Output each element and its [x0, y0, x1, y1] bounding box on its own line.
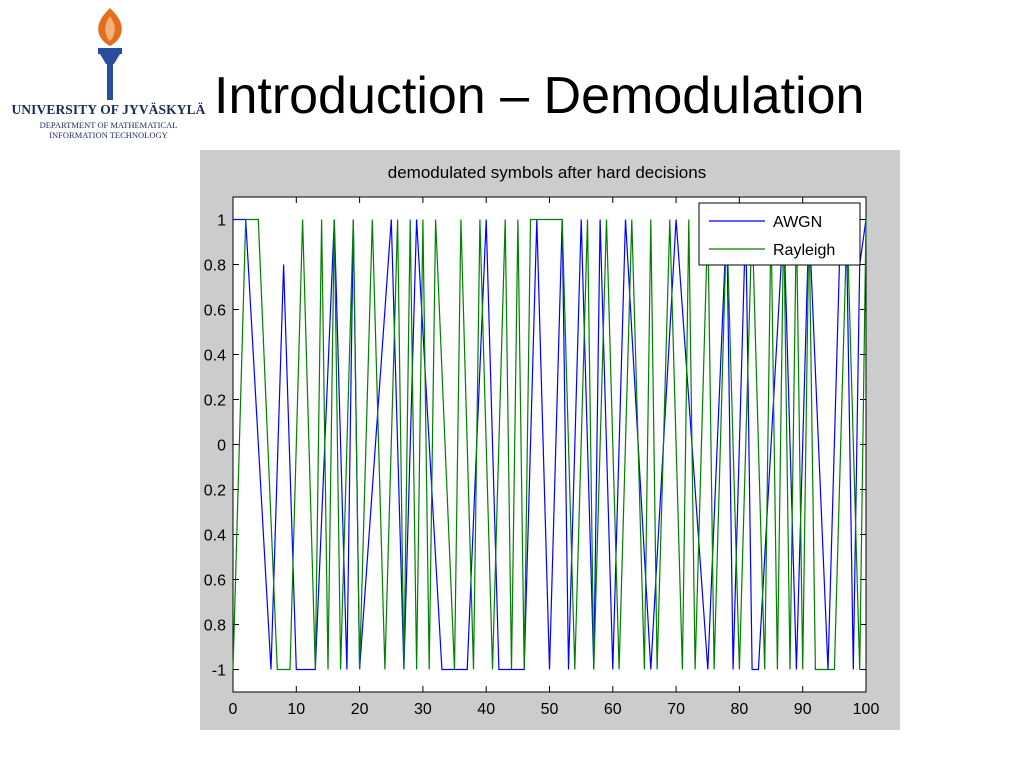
department-line-2: INFORMATION TECHNOLOGY [49, 130, 168, 140]
legend-box [698, 202, 861, 266]
university-logo: UNIVERSITY OF JYVÄSKYLÄ DEPARTMENT OF MA… [6, 6, 206, 146]
x-tick-label: 20 [351, 701, 369, 718]
y-tick-label: -1 [212, 663, 226, 680]
slide-title: Introduction – Demodulation [214, 67, 865, 125]
x-tick-label: 90 [794, 701, 812, 718]
chart-figure: demodulated symbols after hard decisions… [200, 150, 900, 730]
y-tick-label: 0.8 [204, 618, 226, 635]
x-tick-label: 80 [731, 701, 749, 718]
y-tick-label: 0.2 [204, 483, 226, 500]
chart-svg: demodulated symbols after hard decisions… [204, 163, 880, 718]
x-tick-label: 40 [477, 701, 495, 718]
y-tick-label: 0.2 [204, 393, 226, 410]
chart-title: demodulated symbols after hard decisions [388, 163, 706, 182]
plot-area [232, 196, 867, 693]
x-tick-label: 50 [541, 701, 559, 718]
y-tick-label: 0.6 [204, 303, 226, 320]
torch-icon [98, 8, 122, 100]
x-tick-label: 10 [287, 701, 305, 718]
y-tick-label: 1 [217, 213, 226, 230]
x-tick-label: 60 [604, 701, 622, 718]
x-tick-label: 30 [414, 701, 432, 718]
y-tick-label: 0 [217, 438, 226, 455]
series-line-awgn [233, 218, 867, 671]
legend-label-rayleigh: Rayleigh [773, 242, 835, 259]
university-name: UNIVERSITY OF JYVÄSKYLÄ [11, 102, 206, 117]
legend-label-awgn: AWGN [773, 214, 822, 231]
y-tick-label: 0.4 [204, 528, 226, 545]
x-axis: 0 10 20 30 40 50 60 70 80 90 100 [229, 197, 880, 718]
x-tick-label: 100 [853, 701, 880, 718]
series-line-rayleigh [232, 218, 867, 671]
y-tick-label: 0.4 [204, 348, 226, 365]
department-line-1: DEPARTMENT OF MATHEMATICAL [39, 120, 178, 130]
y-tick-label: 0.6 [204, 573, 226, 590]
x-tick-label: 70 [667, 701, 685, 718]
y-axis: 1 0.8 0.6 0.4 0.2 0 0.2 0.4 0.6 0.8 -1 [204, 213, 866, 680]
x-tick-label: 0 [229, 701, 238, 718]
chart-legend: AWGN Rayleigh [698, 202, 861, 266]
series-layer [232, 218, 867, 671]
y-tick-label: 0.8 [204, 258, 226, 275]
